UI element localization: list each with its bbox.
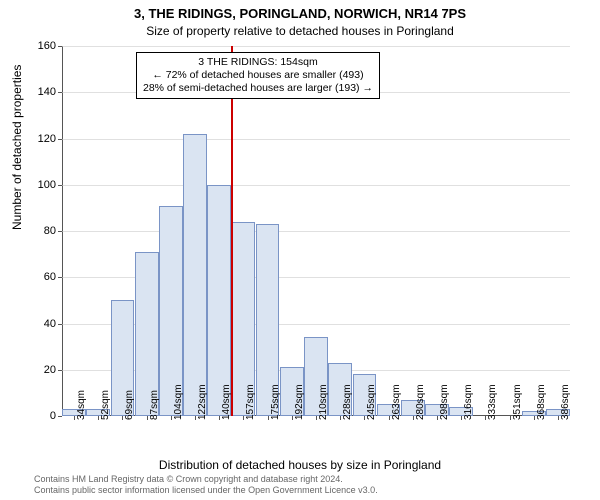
x-axis-label: Distribution of detached houses by size … [0,458,600,472]
xtick-label: 280sqm [415,384,426,420]
xtick-mark [268,416,269,420]
ytick-label: 140 [38,86,62,98]
xtick-label: 316sqm [463,384,474,420]
xtick-mark [292,416,293,420]
annotation-line-2: ← 72% of detached houses are smaller (49… [143,69,373,82]
footer-line-1: Contains HM Land Registry data © Crown c… [34,474,378,485]
gridline [62,46,570,47]
xtick-mark [461,416,462,420]
xtick-label: 351sqm [512,384,523,420]
ytick-label: 80 [44,225,62,237]
ytick-label: 100 [38,179,62,191]
ytick-label: 60 [44,271,62,283]
xtick-mark [534,416,535,420]
ytick-label: 0 [50,410,62,422]
xtick-label: 192sqm [294,384,305,420]
xtick-mark [171,416,172,420]
xtick-mark [413,416,414,420]
xtick-mark [389,416,390,420]
annotation-line-1: 3 THE RIDINGS: 154sqm [143,56,373,69]
chart-subtitle: Size of property relative to detached ho… [0,24,600,38]
xtick-mark [74,416,75,420]
xtick-label: 333sqm [487,384,498,420]
histogram-bar [183,134,207,416]
ytick-label: 40 [44,318,62,330]
y-axis-label: Number of detached properties [10,65,24,230]
xtick-label: 368sqm [536,384,547,420]
annotation-line-3: 28% of semi-detached houses are larger (… [143,82,373,95]
xtick-label: 157sqm [245,384,256,420]
gridline [62,185,570,186]
annotation-box: 3 THE RIDINGS: 154sqm← 72% of detached h… [136,52,380,99]
reference-line [231,46,233,416]
xtick-label: 263sqm [391,384,402,420]
gridline [62,139,570,140]
xtick-label: 87sqm [149,390,160,420]
plot-area: 02040608010012014016034sqm52sqm69sqm87sq… [62,46,570,416]
footer-line-2: Contains public sector information licen… [34,485,378,496]
attribution-footer: Contains HM Land Registry data © Crown c… [34,474,378,496]
xtick-label: 104sqm [173,384,184,420]
xtick-mark [437,416,438,420]
chart-title: 3, THE RIDINGS, PORINGLAND, NORWICH, NR1… [0,6,600,21]
histogram-bar [207,185,231,416]
xtick-mark [510,416,511,420]
ytick-label: 160 [38,40,62,52]
xtick-mark [316,416,317,420]
xtick-label: 69sqm [124,390,135,420]
xtick-label: 298sqm [439,384,450,420]
xtick-label: 386sqm [560,384,571,420]
xtick-mark [558,416,559,420]
ytick-label: 20 [44,364,62,376]
xtick-mark [195,416,196,420]
ytick-label: 120 [38,133,62,145]
xtick-label: 175sqm [270,384,281,420]
chart-container: 3, THE RIDINGS, PORINGLAND, NORWICH, NR1… [0,0,600,500]
xtick-mark [147,416,148,420]
gridline [62,231,570,232]
